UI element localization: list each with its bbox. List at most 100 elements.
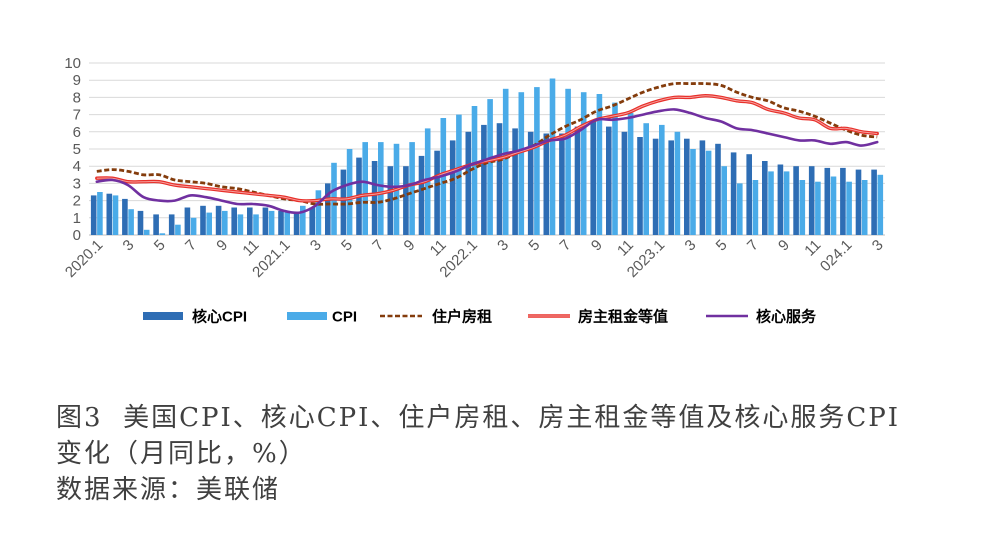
bar-core-cpi: [153, 214, 159, 235]
bar-cpi: [284, 210, 290, 235]
bar-cpi: [222, 210, 228, 235]
bar-cpi: [721, 166, 727, 235]
line-rent-of-primary-residence: [96, 81, 878, 206]
bar-cpi: [815, 181, 821, 235]
x-tick-label: 9: [213, 237, 231, 255]
bar-cpi: [97, 192, 103, 235]
x-tick-label: 5: [525, 237, 543, 255]
bar-core-cpi: [309, 207, 315, 235]
figure-caption: 图3 美国CPI、核心CPI、住户房租、房主租金等值及核心服务CPI 变化（月同…: [56, 400, 900, 508]
bar-cpi: [175, 224, 181, 235]
bar-core-cpi: [278, 210, 284, 235]
bar-cpi: [253, 214, 259, 235]
bar-cpi: [783, 171, 790, 235]
bar-cpi: [846, 181, 852, 235]
line-owners-equivalent-rent-inner: [96, 95, 878, 202]
y-tick-label: 8: [73, 89, 81, 106]
legend-label: 核心CPI: [192, 308, 247, 326]
bar-core-cpi: [840, 167, 846, 235]
bar-cpi: [549, 78, 556, 235]
bar-core-cpi: [293, 212, 300, 235]
bar-core-cpi: [137, 210, 144, 235]
x-tick-label: 3: [494, 237, 512, 255]
bar-core-cpi: [574, 126, 581, 235]
legend-item-cpi: CPI: [287, 309, 357, 326]
bar-core-cpi: [824, 167, 831, 235]
bar-core-cpi: [325, 183, 331, 235]
bar-cpi: [612, 102, 618, 235]
x-tick-label: 9: [775, 237, 793, 255]
bar-core-cpi: [90, 195, 97, 235]
bar-core-cpi: [465, 131, 472, 235]
bar-cpi: [580, 92, 587, 235]
bar-cpi: [409, 142, 415, 235]
bar-core-cpi: [684, 138, 690, 235]
bar-series: [90, 78, 884, 235]
line-series: [95, 81, 879, 215]
bar-cpi: [502, 88, 509, 235]
bar-core-cpi: [262, 207, 269, 235]
bar-core-cpi: [106, 193, 113, 235]
bar-core-cpi: [699, 140, 706, 235]
bar-cpi: [518, 92, 525, 235]
bar-cpi: [627, 112, 634, 235]
x-tick-label: 2020.1: [62, 237, 106, 281]
bar-cpi: [487, 99, 493, 235]
bar-cpi: [300, 205, 306, 235]
bar-cpi: [237, 214, 244, 235]
bar-core-cpi: [403, 166, 409, 235]
x-tick-label: 3: [307, 237, 325, 255]
caption-title-line-1: 图3 美国CPI、核心CPI、住户房租、房主租金等值及核心服务CPI: [56, 403, 901, 433]
legend: 核心CPI CPI 住户房租 房主租金等值 核心服务: [143, 308, 817, 326]
bar-core-cpi: [606, 126, 612, 235]
x-tick-label: 9: [401, 237, 419, 255]
bar-core-cpi: [231, 207, 237, 235]
y-tick-label: 9: [73, 72, 81, 89]
y-tick-label: 10: [64, 55, 81, 72]
bar-cpi: [565, 88, 571, 235]
line-core-services: [95, 108, 879, 215]
bar-cpi: [190, 217, 197, 235]
x-tick-label: 024.1: [817, 237, 856, 276]
x-tick-label: 11: [239, 237, 262, 260]
x-tick-label: 5: [151, 237, 169, 255]
bar-core-cpi: [543, 133, 550, 235]
bar-core-cpi: [777, 164, 784, 235]
x-tick-label: 11: [427, 237, 450, 260]
bar-cpi: [674, 131, 681, 235]
bar-cpi: [596, 94, 603, 235]
bar-cpi: [143, 229, 150, 235]
bar-core-cpi: [871, 169, 877, 235]
x-tick-label: 11: [801, 237, 824, 260]
data-source-note: 数据来源：美联储: [56, 475, 281, 505]
legend-label: CPI: [332, 309, 357, 326]
bar-core-cpi: [200, 205, 206, 235]
x-tick-label: 5: [338, 237, 356, 255]
caption-title-line-2: 变化（月同比，%）: [56, 439, 307, 469]
bar-cpi: [206, 212, 212, 235]
bar-core-cpi: [434, 150, 440, 235]
legend-swatch: [143, 312, 183, 320]
bar-core-cpi: [418, 155, 425, 235]
bar-core-cpi: [122, 198, 128, 235]
y-tick-label: 7: [73, 107, 81, 124]
x-tick-label: 7: [557, 237, 575, 255]
bar-core-cpi: [449, 140, 456, 235]
y-tick-label: 5: [73, 141, 81, 158]
x-tick-label: 7: [744, 237, 762, 255]
bar-cpi: [690, 149, 696, 235]
bar-cpi: [456, 114, 462, 235]
line-owners-equivalent-rent: [95, 94, 879, 203]
y-tick-label: 0: [73, 227, 81, 244]
bar-core-cpi: [340, 169, 347, 235]
bar-core-cpi: [855, 169, 862, 235]
bar-core-cpi: [793, 166, 799, 235]
bar-cpi: [159, 233, 166, 235]
x-tick-label: 3: [120, 237, 138, 255]
bar-core-cpi: [496, 123, 503, 235]
bar-cpi: [752, 180, 759, 235]
bar-cpi: [128, 209, 134, 235]
legend-item-owners-equivalent-rent: 房主租金等值: [528, 308, 668, 326]
